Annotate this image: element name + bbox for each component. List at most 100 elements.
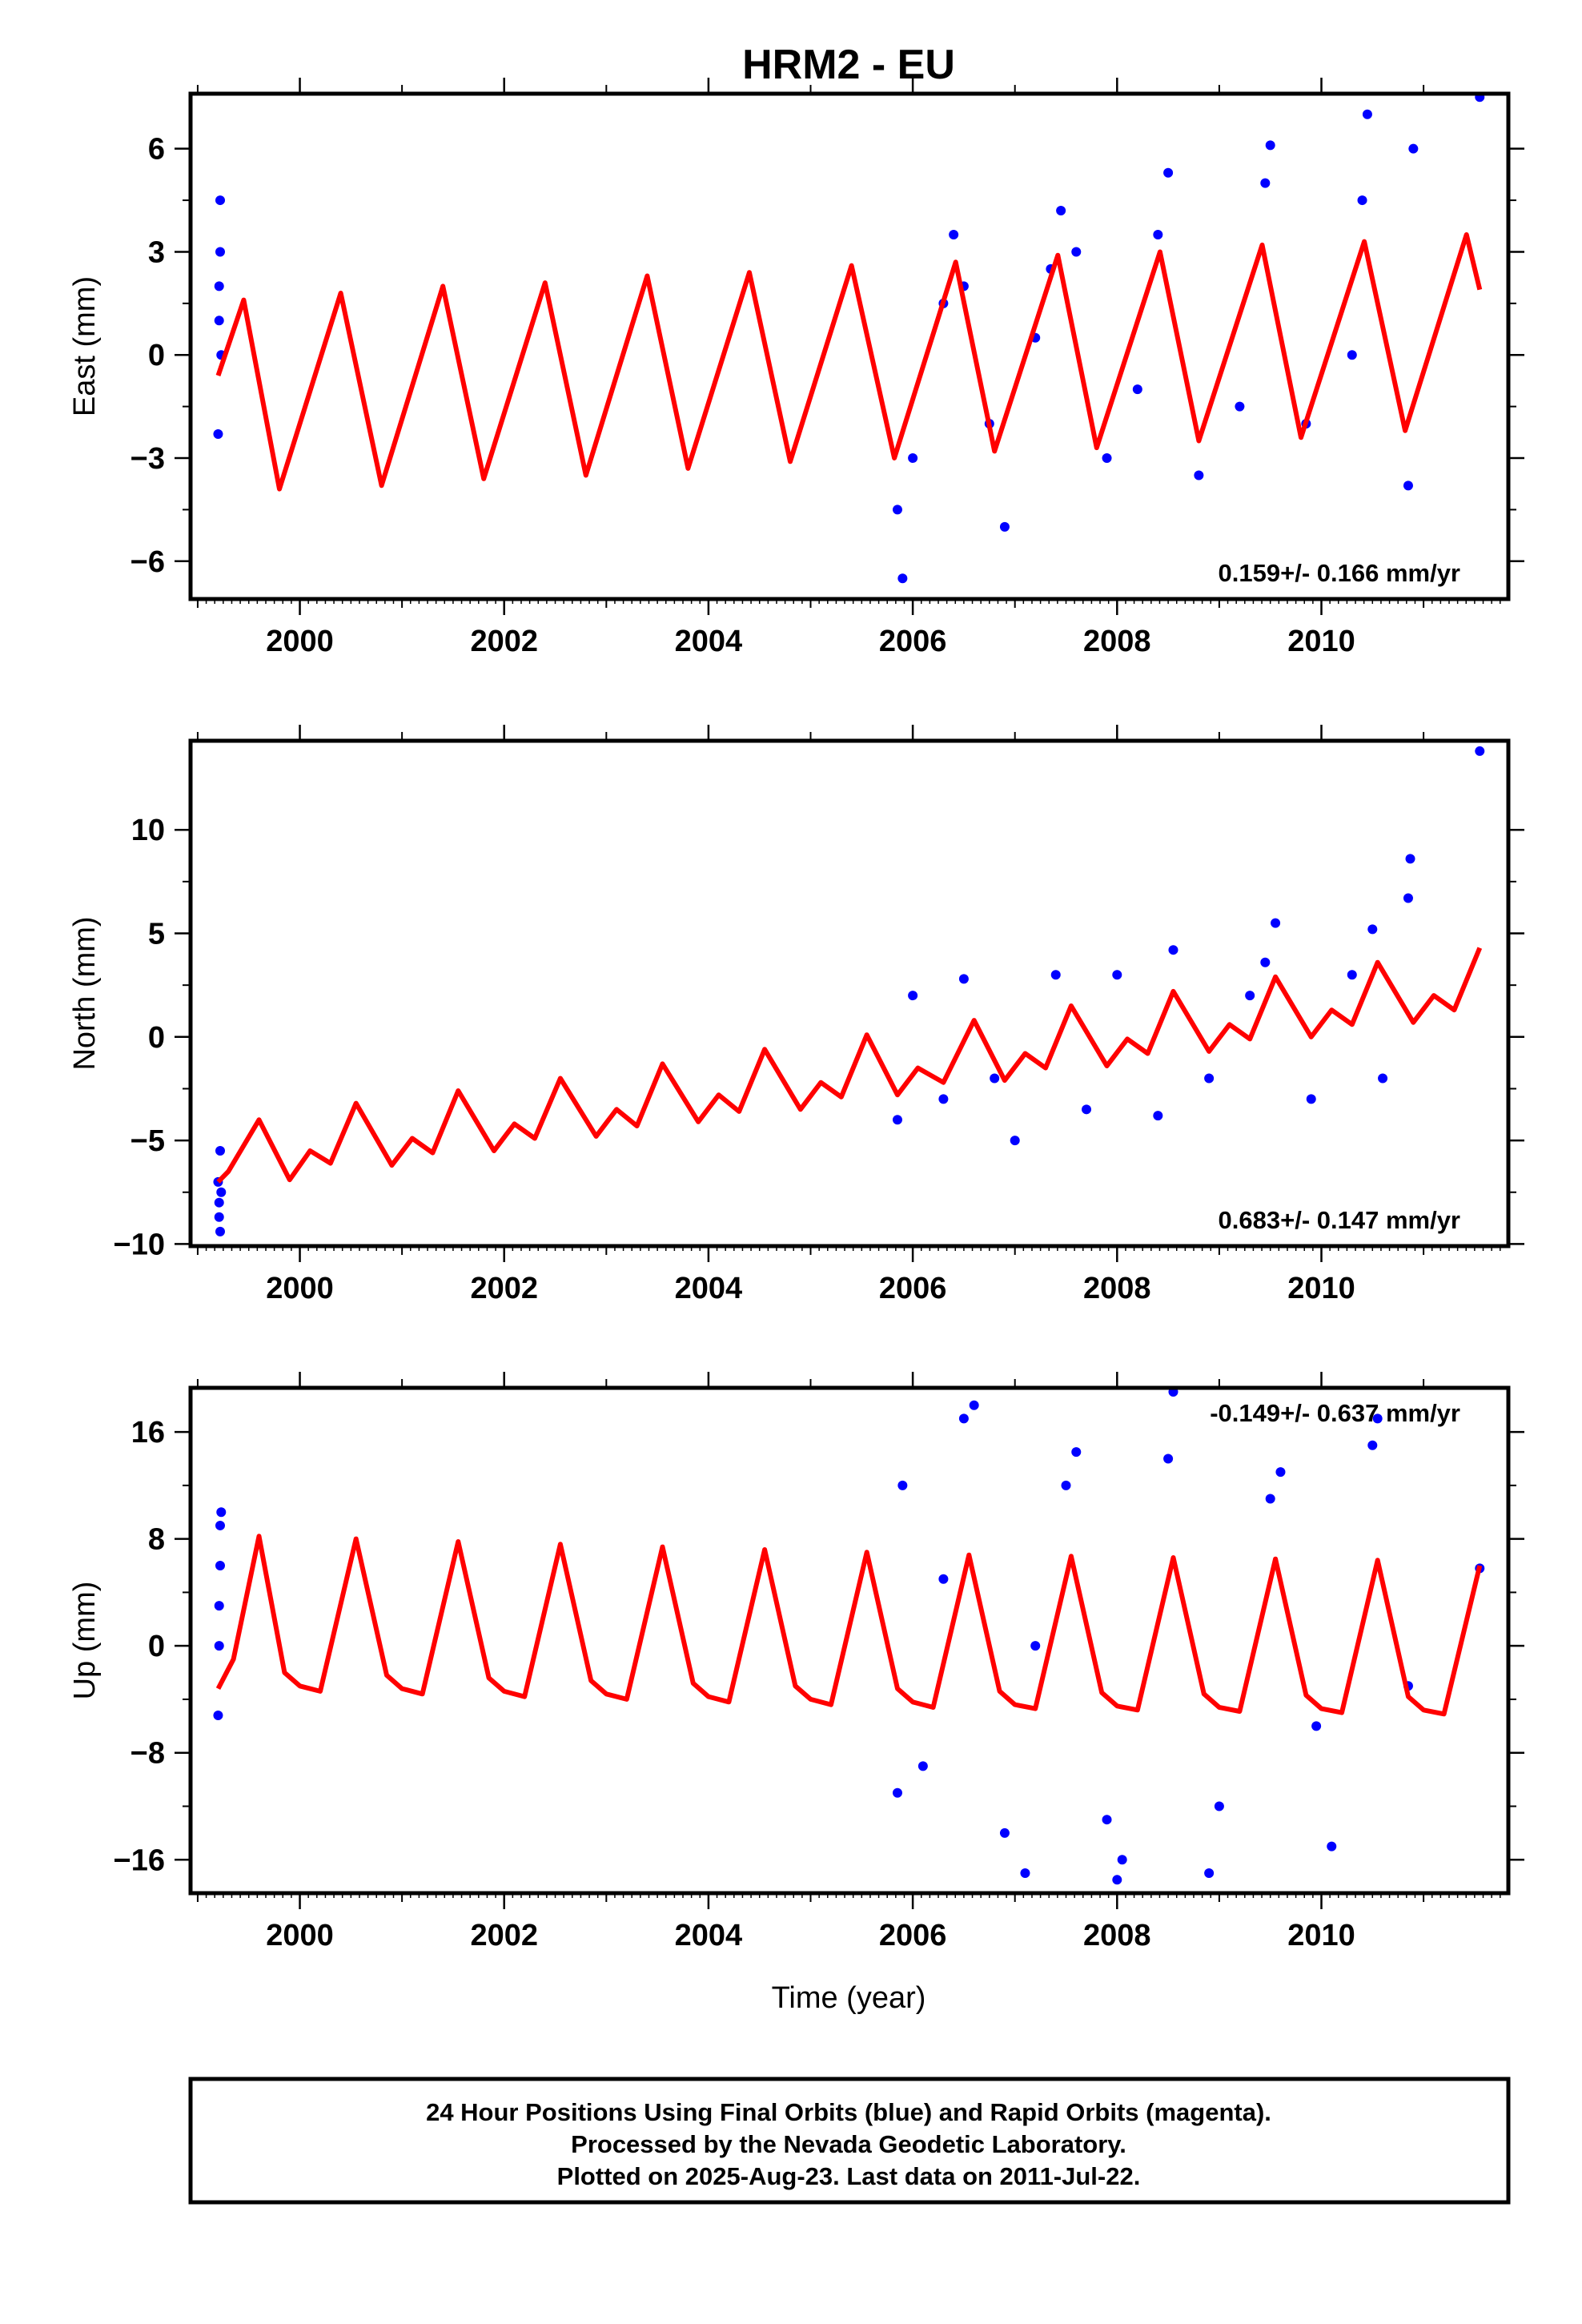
data-point [214, 1601, 224, 1611]
model-line [216, 947, 1483, 1184]
data-point [999, 1827, 1010, 1838]
data-point [1102, 453, 1112, 464]
model-line [215, 1534, 1483, 1717]
chart-title: HRM2 - EU [742, 42, 955, 88]
data-point [1204, 1868, 1215, 1878]
data-point [958, 974, 969, 984]
y-tick-label: 8 [148, 1523, 165, 1557]
data-point [1260, 957, 1271, 967]
y-tick-label: 0 [148, 339, 165, 372]
data-point [1112, 1875, 1122, 1885]
data-point [1163, 1454, 1174, 1464]
data-point [969, 1400, 979, 1410]
panel-frame [188, 738, 1511, 1248]
data-point [1020, 1868, 1030, 1878]
x-tick-label: 2010 [1287, 1919, 1355, 1952]
plot-area [213, 1388, 1485, 1885]
y-tick-label: −6 [130, 545, 165, 579]
data-point [213, 428, 223, 439]
x-tick-label: 2006 [879, 1919, 947, 1952]
data-point [1475, 94, 1485, 103]
data-point [1408, 143, 1419, 154]
y-tick-label: 3 [148, 235, 165, 269]
data-point [216, 1507, 227, 1518]
data-point [1347, 970, 1357, 980]
data-point [1367, 1440, 1378, 1450]
data-point [215, 247, 226, 257]
data-point [214, 316, 224, 326]
data-point [999, 521, 1010, 532]
data-point [1271, 918, 1281, 928]
data-point [1153, 229, 1163, 239]
data-point [1082, 1104, 1092, 1115]
data-point [908, 453, 918, 464]
plot-area [213, 94, 1485, 584]
footer-line-1: 24 Hour Positions Using Final Orbits (bl… [426, 2098, 1271, 2126]
data-point [990, 1073, 1000, 1084]
y-axis-label: East (mm) [68, 276, 102, 416]
data-point [1405, 854, 1415, 864]
model-line [215, 232, 1483, 492]
data-point [1327, 1841, 1337, 1852]
data-point [897, 1480, 908, 1490]
data-point [1168, 945, 1178, 955]
rate-label: -0.149+/- 0.637 mm/yr [1210, 1399, 1460, 1427]
data-point [1475, 746, 1485, 756]
x-tick-label: 2006 [879, 1272, 947, 1305]
footer-line-3: Plotted on 2025-Aug-23. Last data on 201… [557, 2162, 1141, 2190]
data-point [215, 1146, 226, 1156]
data-point [938, 1094, 949, 1104]
data-point [1357, 195, 1367, 206]
y-tick-label: 0 [148, 1630, 165, 1663]
y-tick-label: −5 [130, 1124, 165, 1158]
y-tick-label: 16 [131, 1416, 165, 1449]
chart-panels: 2000 2002 2004 2006 2008 2010 −6 −3 0 3 6 0.159+/- … [68, 78, 1524, 1952]
y-axis-label: North (mm) [68, 916, 102, 1070]
data-point [1204, 1073, 1215, 1084]
data-point [1265, 140, 1275, 151]
rate-label: 0.683+/- 0.147 mm/yr [1219, 1206, 1460, 1234]
footer-frame [188, 2077, 1511, 2205]
data-point [215, 1561, 226, 1571]
data-point [1050, 970, 1061, 980]
panel-east: 2000 2002 2004 2006 2008 2010 −6 −3 0 3 6 0.159+/- … [68, 78, 1524, 658]
data-point [908, 991, 918, 1001]
x-tick-label: 2004 [675, 1272, 743, 1305]
panel-frame [188, 91, 1511, 601]
x-tick-label: 2008 [1083, 625, 1151, 658]
panel-north: 2000 2002 2004 2006 2008 2010 −10 −5 0 5 10 0.683+/… [68, 725, 1524, 1305]
x-tick-label: 2002 [470, 1919, 538, 1952]
x-tick-label: 2010 [1287, 1272, 1355, 1305]
data-point [897, 573, 908, 584]
data-point [1163, 167, 1174, 178]
x-tick-label: 2002 [470, 625, 538, 658]
y-tick-label: −3 [130, 442, 165, 476]
y-tick-label: 6 [148, 133, 165, 167]
data-point [1071, 247, 1082, 257]
data-point [1403, 893, 1413, 903]
x-tick-label: 2000 [266, 1272, 334, 1305]
data-point [1403, 480, 1413, 491]
data-point [1112, 970, 1122, 980]
plot-area [213, 746, 1485, 1236]
data-point [1311, 1721, 1322, 1731]
data-point [1194, 470, 1204, 480]
data-point [1372, 1413, 1383, 1424]
data-point [216, 1187, 227, 1197]
data-point [1061, 1480, 1071, 1490]
x-tick-label: 2000 [266, 625, 334, 658]
data-point [214, 1212, 224, 1222]
data-point [1362, 109, 1372, 119]
y-tick-label: −16 [114, 1844, 165, 1877]
data-point [1030, 1641, 1041, 1651]
data-point [1071, 1447, 1082, 1458]
y-tick-label: 0 [148, 1021, 165, 1055]
data-point [949, 229, 959, 239]
data-point [938, 1574, 949, 1584]
data-point [1168, 1388, 1178, 1397]
data-point [1117, 1855, 1127, 1865]
x-tick-label: 2002 [470, 1272, 538, 1305]
data-point [214, 1641, 224, 1651]
data-point [1132, 384, 1142, 395]
